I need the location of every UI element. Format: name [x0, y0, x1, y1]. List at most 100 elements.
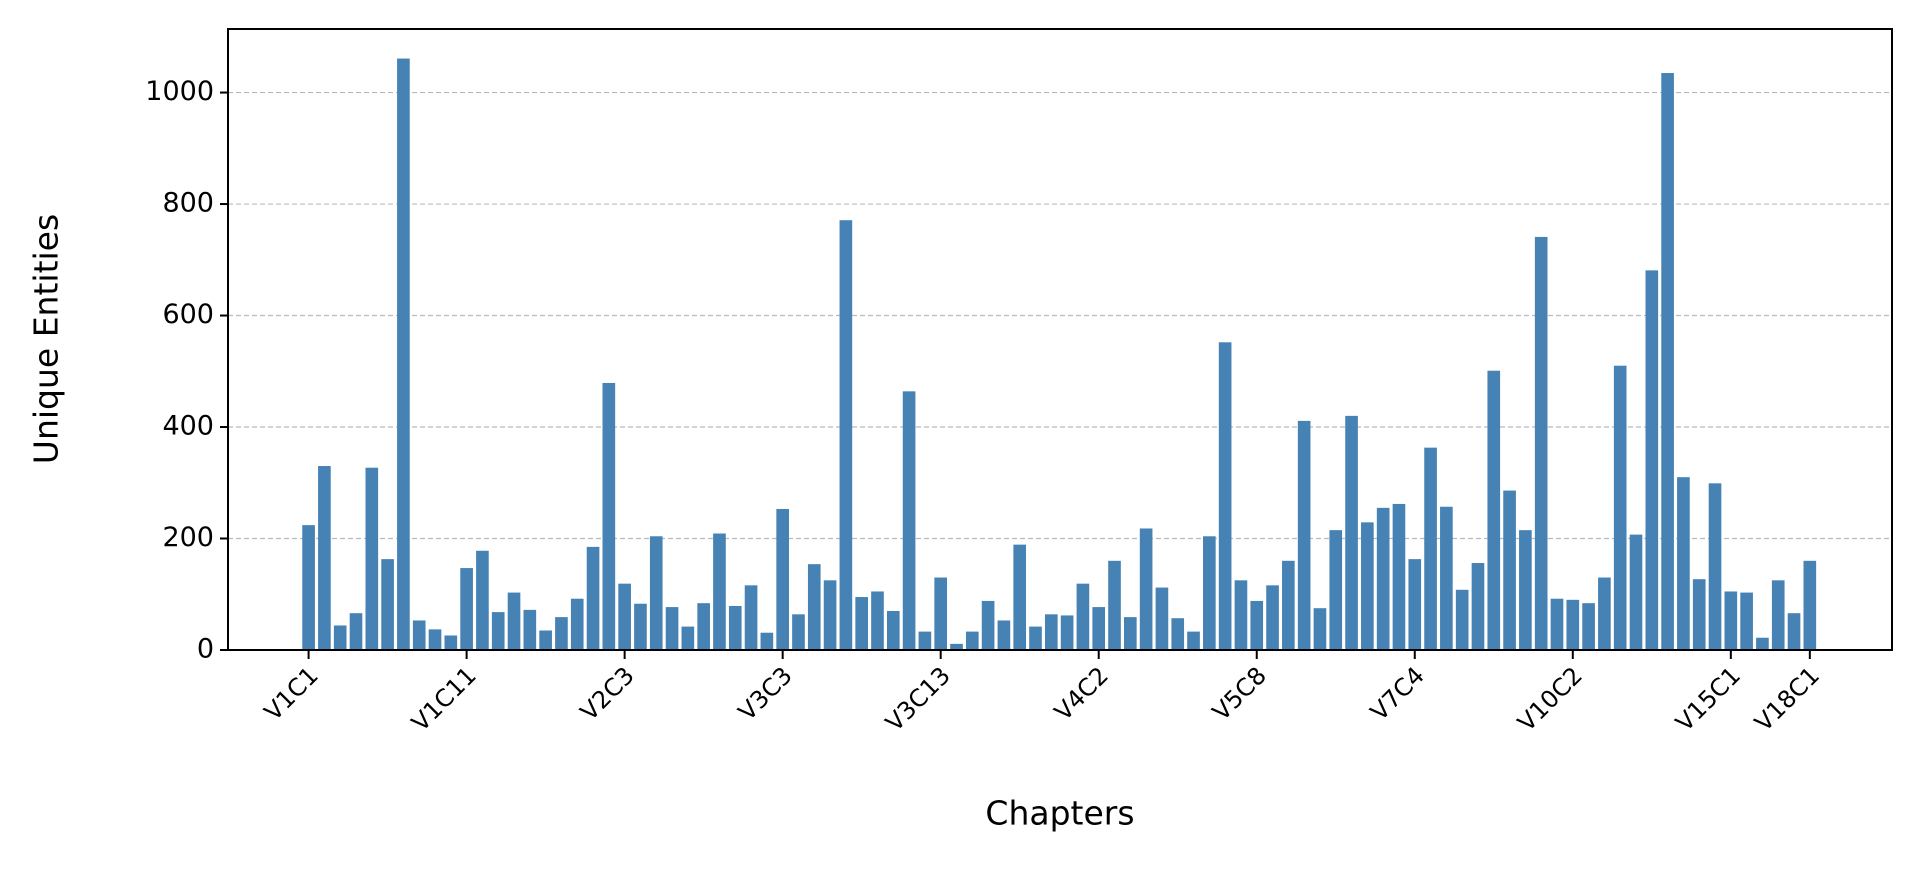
bar	[1550, 598, 1564, 650]
bar	[1124, 617, 1137, 650]
bar	[586, 546, 600, 650]
bar	[507, 592, 521, 650]
bar	[1282, 560, 1295, 650]
bar	[1329, 530, 1343, 650]
bar	[1155, 587, 1169, 650]
bar	[1566, 599, 1580, 650]
bar	[1724, 591, 1738, 650]
bar	[1218, 342, 1232, 650]
bar	[1740, 592, 1753, 650]
bar	[570, 598, 584, 650]
x-tick-label: V10C2	[1512, 661, 1588, 737]
bar	[539, 630, 552, 650]
bar	[1503, 490, 1516, 650]
bar	[397, 58, 410, 651]
bar	[1392, 503, 1406, 650]
bar	[1060, 615, 1074, 650]
bar	[1361, 522, 1374, 650]
bar	[728, 605, 742, 650]
bar	[634, 603, 647, 650]
bar	[476, 550, 489, 650]
bar	[1803, 560, 1817, 650]
bar	[934, 577, 948, 650]
bar	[365, 467, 379, 650]
y-tick-label: 200	[162, 522, 214, 553]
x-tick-label: V4C2	[1049, 661, 1114, 726]
bar	[886, 610, 900, 650]
bar	[1376, 507, 1390, 650]
bar	[965, 631, 979, 650]
bar	[1029, 626, 1042, 650]
bar	[1108, 560, 1121, 650]
bar	[1629, 534, 1643, 650]
bar	[776, 508, 789, 650]
bar	[1582, 603, 1595, 650]
x-tick-label: V5C8	[1207, 661, 1272, 726]
bar	[1171, 618, 1185, 650]
bar	[1471, 563, 1485, 650]
bar	[333, 625, 347, 650]
x-tick-label: V2C3	[575, 661, 640, 726]
bar	[950, 643, 963, 650]
bar	[1187, 631, 1200, 650]
bar	[491, 612, 505, 650]
bar	[760, 632, 774, 650]
bar	[1455, 589, 1469, 650]
bar	[1708, 483, 1722, 650]
y-tick-label: 0	[197, 634, 214, 665]
bar	[1598, 577, 1611, 650]
y-tick-label: 800	[162, 188, 214, 219]
bar	[1076, 583, 1090, 650]
x-tick-label: V3C3	[733, 661, 798, 726]
bar	[349, 613, 363, 650]
x-tick-label: V7C4	[1365, 661, 1430, 726]
x-tick-label: V3C13	[880, 661, 956, 737]
bar	[792, 614, 805, 650]
bar	[1756, 637, 1769, 650]
bar	[902, 391, 916, 650]
y-tick-label: 1000	[145, 76, 214, 107]
bar	[1313, 608, 1327, 650]
bar	[823, 580, 837, 650]
bar	[1139, 528, 1153, 650]
bar	[1534, 236, 1548, 650]
bar	[1771, 580, 1785, 650]
bar	[1645, 270, 1659, 650]
bar	[1692, 579, 1706, 650]
bar	[1013, 544, 1027, 650]
bar	[523, 609, 537, 650]
y-axis-label: Unique Entities	[27, 214, 66, 464]
bar	[1677, 477, 1690, 650]
bar	[697, 603, 710, 650]
x-tick-label: V15C1	[1670, 661, 1746, 737]
bar	[1408, 559, 1422, 650]
bar	[1440, 506, 1453, 650]
bar	[1487, 370, 1501, 650]
y-tick-label: 400	[162, 411, 214, 442]
bar	[871, 591, 884, 650]
bar	[1297, 420, 1311, 650]
bar	[428, 629, 442, 650]
bar	[665, 607, 679, 650]
bar	[302, 525, 315, 650]
bar	[1203, 536, 1216, 650]
bar	[1250, 600, 1264, 650]
bar	[649, 536, 663, 650]
bar	[839, 220, 853, 650]
bar	[460, 568, 473, 650]
bar	[981, 600, 995, 650]
bar	[1613, 365, 1627, 650]
bar	[1044, 614, 1058, 650]
bar	[444, 635, 458, 650]
bar	[1266, 585, 1279, 650]
x-tick-label: V18C1	[1749, 661, 1825, 737]
bar	[1345, 415, 1358, 650]
bar	[1661, 73, 1674, 651]
bar	[744, 585, 758, 650]
bar	[1787, 613, 1801, 650]
x-tick-label: V1C1	[259, 661, 324, 726]
bar	[681, 626, 695, 650]
bar	[1234, 580, 1248, 650]
plot-frame	[227, 28, 1893, 651]
